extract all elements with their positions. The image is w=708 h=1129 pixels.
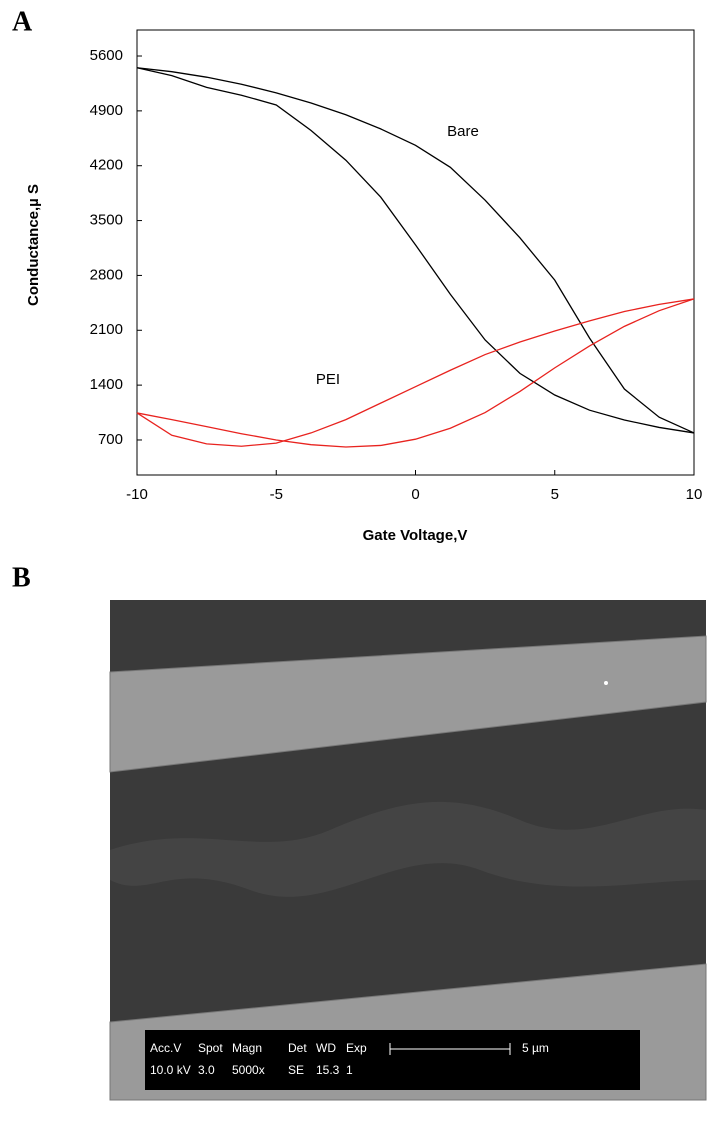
annotation: PEI [316, 371, 340, 388]
y-tick-label: 3500 [90, 212, 123, 229]
y-tick-label: 4200 [90, 157, 123, 174]
info-header: Exp [346, 1041, 367, 1055]
info-header: WD [316, 1041, 336, 1055]
info-header: Spot [198, 1041, 223, 1055]
x-axis-title: Gate Voltage,V [363, 527, 468, 544]
particle [604, 681, 608, 685]
x-tick-label: 0 [411, 486, 419, 503]
x-tick-label: -5 [270, 486, 283, 503]
x-tick-label: -10 [126, 486, 148, 503]
annotation: Bare [447, 123, 479, 140]
series-line [136, 298, 695, 448]
scale-label: 5 µm [522, 1041, 549, 1055]
y-tick-label: 5600 [90, 47, 123, 64]
info-value: 10.0 kV [150, 1063, 191, 1077]
plot-frame [136, 29, 695, 476]
info-header: Det [288, 1041, 307, 1055]
series-line [136, 67, 695, 434]
panel-label: B [12, 562, 31, 593]
electrode [109, 635, 707, 773]
series-line [136, 298, 695, 447]
y-tick-label: 700 [98, 431, 123, 448]
sem-texture [110, 801, 706, 897]
y-axis-title: Conductance,µ S [25, 184, 42, 306]
series-line [136, 67, 695, 434]
info-value: SE [288, 1063, 304, 1077]
info-header: Magn [232, 1041, 262, 1055]
info-bar [145, 1030, 640, 1090]
y-tick-label: 2100 [90, 321, 123, 338]
info-value: 3.0 [198, 1063, 215, 1077]
sem-image: 5 µm [109, 600, 707, 1101]
y-tick-label: 4900 [90, 102, 123, 119]
info-value: 5000x [232, 1063, 265, 1077]
y-tick-label: 2800 [90, 266, 123, 283]
info-value: 15.3 [316, 1063, 340, 1077]
info-header: Acc.V [150, 1041, 181, 1055]
x-tick-label: 10 [686, 486, 703, 503]
x-tick-label: 5 [551, 486, 559, 503]
y-tick-label: 1400 [90, 376, 123, 393]
info-value: 1 [346, 1063, 353, 1077]
panel-label: A [12, 6, 33, 37]
